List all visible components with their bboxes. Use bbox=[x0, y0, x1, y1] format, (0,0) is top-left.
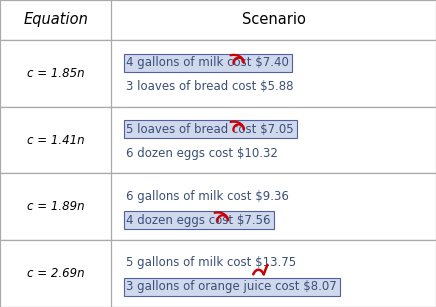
Bar bbox=[0, 240, 436, 307]
Text: c = 1.85n: c = 1.85n bbox=[27, 67, 85, 80]
Text: c = 1.89n: c = 1.89n bbox=[27, 200, 85, 213]
Text: 6 dozen eggs cost $10.32: 6 dozen eggs cost $10.32 bbox=[126, 147, 278, 160]
Text: Equation: Equation bbox=[23, 13, 88, 27]
Bar bbox=[0, 107, 436, 173]
Text: 3 gallons of orange juice cost $8.07: 3 gallons of orange juice cost $8.07 bbox=[126, 281, 337, 293]
Text: 3 loaves of bread cost $5.88: 3 loaves of bread cost $5.88 bbox=[126, 80, 294, 93]
Text: 4 dozen eggs cost $7.56: 4 dozen eggs cost $7.56 bbox=[126, 214, 271, 227]
Text: c = 1.41n: c = 1.41n bbox=[27, 134, 85, 146]
Text: 5 loaves of bread cost $7.05: 5 loaves of bread cost $7.05 bbox=[126, 123, 294, 136]
Text: 5 gallons of milk cost $13.75: 5 gallons of milk cost $13.75 bbox=[126, 256, 296, 270]
Bar bbox=[0, 0, 436, 40]
Bar bbox=[0, 173, 436, 240]
Text: c = 2.69n: c = 2.69n bbox=[27, 267, 85, 280]
Text: 4 gallons of milk cost $7.40: 4 gallons of milk cost $7.40 bbox=[126, 56, 290, 69]
Bar bbox=[0, 40, 436, 107]
Text: Scenario: Scenario bbox=[242, 13, 306, 27]
Text: 6 gallons of milk cost $9.36: 6 gallons of milk cost $9.36 bbox=[126, 190, 290, 203]
